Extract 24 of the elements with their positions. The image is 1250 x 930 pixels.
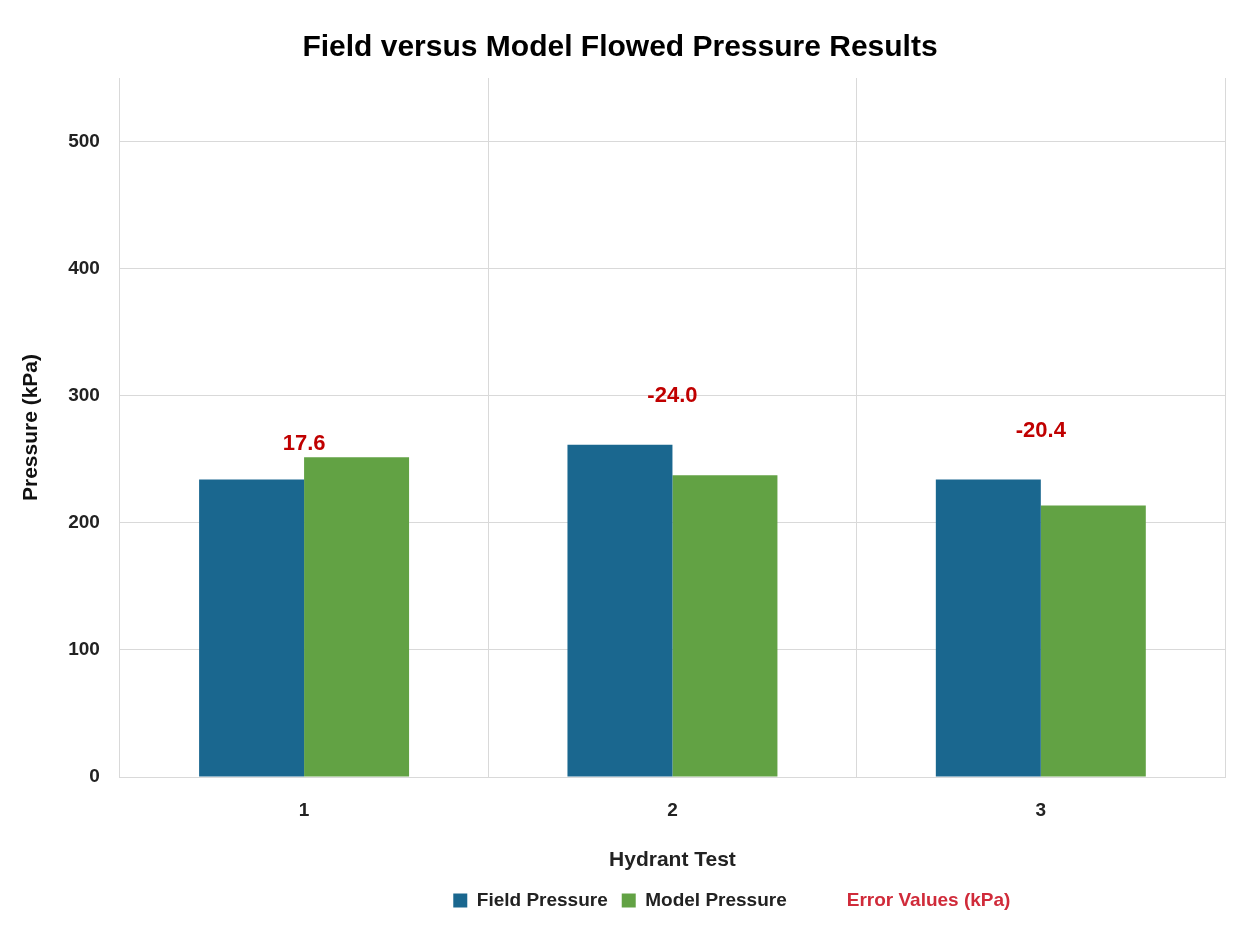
y-tick-label: 500	[68, 129, 100, 151]
bar	[199, 479, 305, 777]
bar	[1040, 505, 1146, 777]
bar	[304, 457, 410, 777]
annotation: -24.0	[647, 381, 698, 407]
legend-label: Model Pressure	[645, 888, 787, 910]
bar	[935, 479, 1041, 777]
y-tick-label: 400	[68, 256, 100, 278]
text: Error Values (kPa)	[846, 888, 1011, 910]
y-tick-label: 300	[68, 383, 100, 405]
y-axis-title: Pressure (kPa)	[18, 353, 42, 502]
chart-title: Field versus Model Flowed Pressure Results	[302, 29, 938, 63]
bar	[567, 444, 673, 777]
y-tick-label: 200	[68, 511, 100, 533]
x-tick-label: 2	[667, 798, 678, 820]
annotation: -20.4	[1015, 416, 1067, 442]
x-axis-title: Hydrant Test	[609, 847, 736, 871]
x-tick-label: 3	[1035, 798, 1047, 820]
y-tick-label: 0	[89, 765, 100, 787]
x-tick-label: 1	[298, 798, 310, 820]
bar	[672, 475, 778, 777]
y-tick-label: 100	[68, 638, 100, 660]
annotation: 17.6	[282, 430, 326, 456]
legend-label: Field Pressure	[476, 888, 608, 910]
